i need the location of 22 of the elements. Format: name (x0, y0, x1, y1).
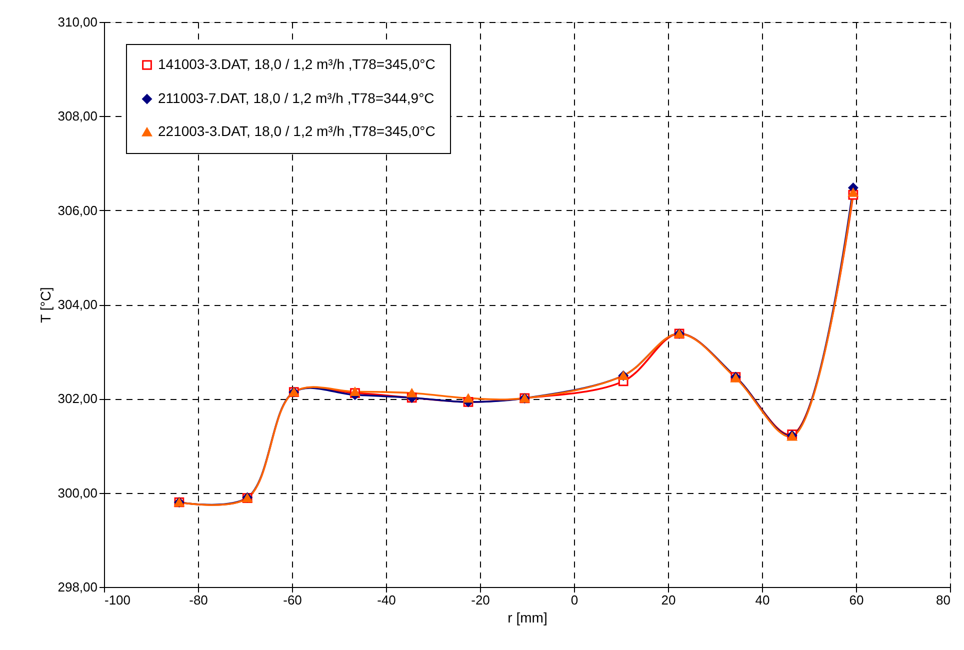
legend-label: 211003-7.DAT, 18,0 / 1,2 m³/h ,T78=344,9°C (158, 90, 434, 106)
legend-label: 221003-3.DAT, 18,0 / 1,2 m³/h ,T78=345,0°C (158, 123, 436, 139)
x-tick-label: 60 (849, 592, 864, 608)
y-tick-label: 310,00 (58, 14, 98, 30)
x-tick-label: -80 (189, 592, 208, 608)
x-tick-label: 0 (570, 592, 578, 608)
legend-label: 141003-3.DAT, 18,0 / 1,2 m³/h ,T78=345,0°C (158, 56, 436, 72)
x-tick-label: -40 (377, 592, 396, 608)
y-tick-label: 302,00 (58, 391, 98, 406)
y-tick-label: 298,00 (58, 580, 98, 594)
y-tick-label: 304,00 (58, 297, 98, 312)
x-tick-label: -60 (283, 592, 302, 608)
y-tick-label: 306,00 (58, 202, 98, 218)
x-tick-label: 20 (661, 592, 676, 608)
y-tick-label: 300,00 (58, 485, 98, 500)
x-axis-title: r [mm] (508, 610, 548, 626)
x-tick-label: -100 (104, 592, 131, 608)
y-axis-title: T [°C] (38, 287, 54, 323)
x-tick-label: 80 (936, 592, 950, 608)
x-tick-label: -20 (471, 592, 490, 608)
x-tick-label: 40 (755, 592, 770, 608)
y-tick-label: 308,00 (58, 108, 98, 124)
